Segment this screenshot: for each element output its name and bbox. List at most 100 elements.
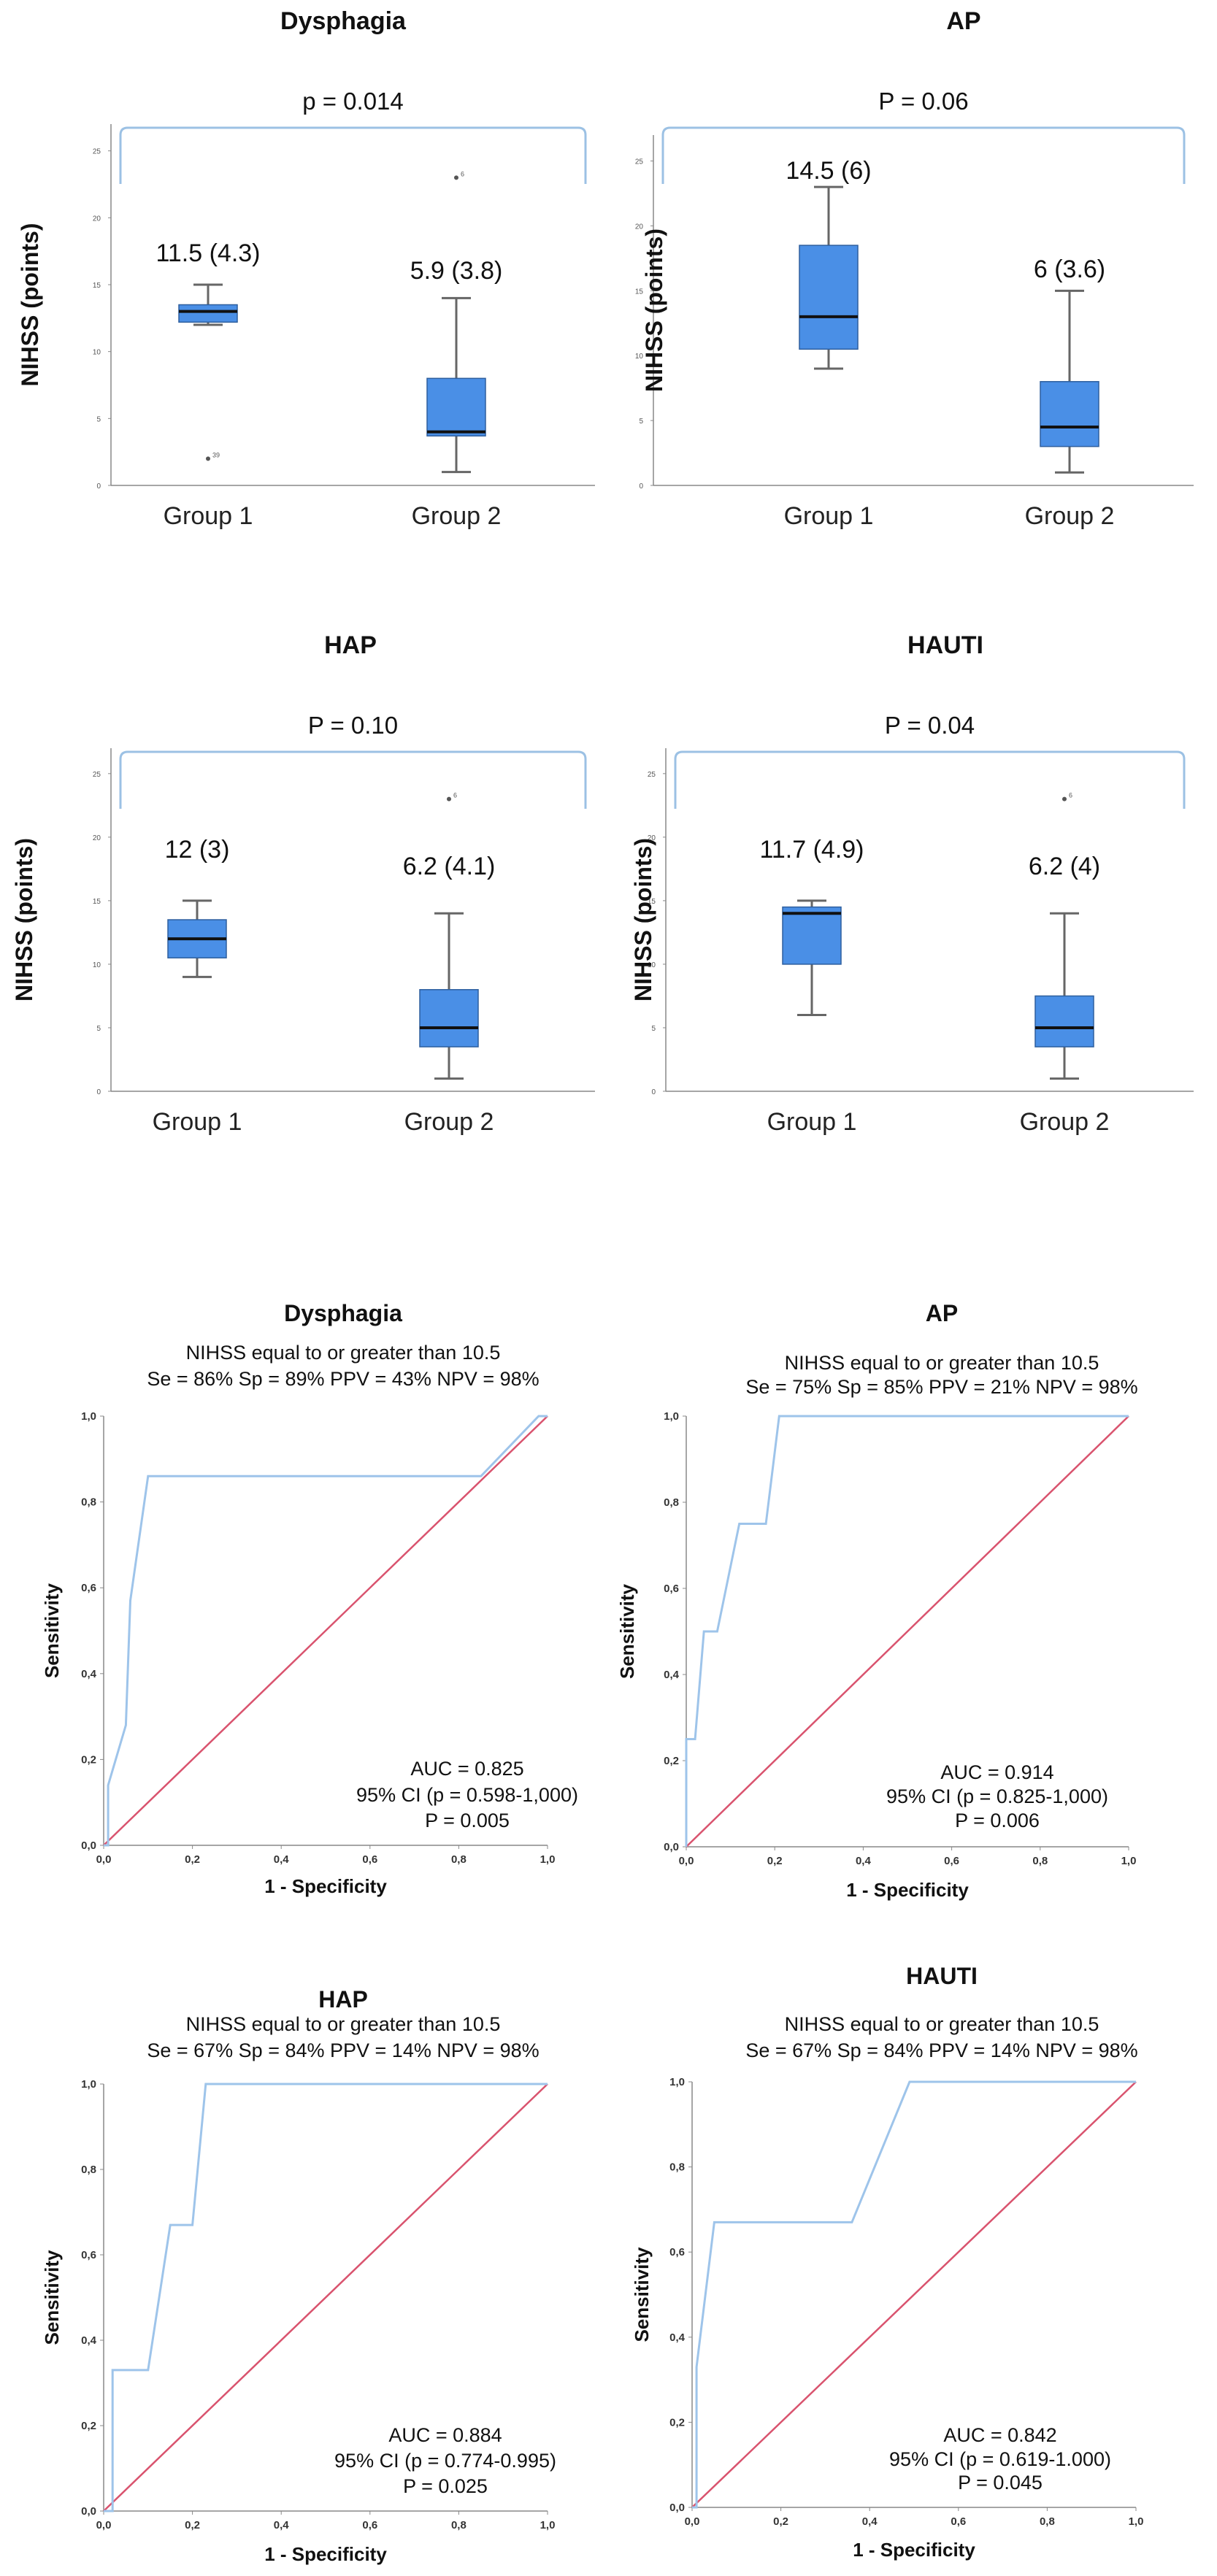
roc-subtitle-metrics: Se = 86% Sp = 89% PPV = 43% NPV = 98% — [147, 1368, 539, 1390]
iqr-box — [426, 377, 486, 437]
y-tick-label: 0,0 — [664, 1841, 679, 1853]
iqr-box — [799, 245, 859, 350]
box-1: 39 11.5 (4.3) Group 1 — [156, 239, 260, 530]
x-tick-label: 0,4 — [862, 2515, 878, 2528]
y-tick-label: 0,2 — [81, 1753, 96, 1766]
x-tick-label: 1,0 — [1129, 2515, 1144, 2528]
iqr-box — [1034, 995, 1094, 1047]
boxplot-panel-2: AP P = 0.06 0 5 10 15 20 25 NIHSS (points) 14.5 (… — [635, 7, 1194, 530]
x-tick-label: 1,0 — [540, 1853, 556, 1866]
x-tick-label: 0,8 — [1032, 1855, 1048, 1867]
y-axis-title: NIHSS (points) — [11, 838, 37, 1001]
box-2: 6 6.2 (4) Group 2 — [1020, 792, 1110, 1136]
roc-subtitle-metrics: Se = 67% Sp = 84% PPV = 14% NPV = 98% — [147, 2039, 539, 2061]
y-tick-label: 0 — [96, 1088, 101, 1096]
y-tick-label: 0,0 — [81, 1839, 96, 1852]
y-tick-label: 15 — [635, 288, 644, 296]
outlier-label: 6 — [1069, 792, 1072, 799]
roc-subtitle-threshold: NIHSS equal to or greater than 10.5 — [186, 2013, 501, 2035]
mean-sd-label: 14.5 (6) — [786, 157, 871, 185]
iqr-box — [178, 304, 238, 323]
x-tick-label: 0,8 — [451, 2519, 467, 2531]
roc-stat-line: AUC = 0.914 — [940, 1761, 1053, 1783]
outlier-label: 39 — [212, 451, 220, 458]
reference-line — [103, 1415, 548, 1846]
reference-line — [686, 1415, 1129, 1848]
box-2: 6 5.9 (3.8) Group 2 — [410, 170, 503, 530]
iqr-box — [782, 906, 842, 965]
roc-curve — [104, 2083, 548, 2512]
y-axis-title: Sensitivity — [631, 2247, 653, 2342]
x-axis-title: 1 - Specificity — [264, 1875, 387, 1897]
roc-stat-line: 95% CI (p = 0.619-1.000) — [889, 2448, 1111, 2470]
boxplot-panel-4: HAUTI P = 0.04 0 5 10 15 20 25 NIHSS (points) 11.… — [630, 631, 1194, 1136]
roc-panel-1: Dysphagia NIHSS equal to or greater than … — [41, 1300, 578, 1897]
roc-subtitle-threshold: NIHSS equal to or greater than 10.5 — [785, 2013, 1099, 2035]
significance-bracket — [119, 750, 587, 809]
roc-subtitle-threshold: NIHSS equal to or greater than 10.5 — [785, 1352, 1099, 1374]
roc-title: Dysphagia — [284, 1300, 402, 1326]
y-tick-label: 0 — [639, 482, 643, 491]
mean-sd-label: 6 (3.6) — [1034, 255, 1105, 283]
y-tick-label: 10 — [93, 961, 101, 969]
y-tick-label: 0 — [96, 482, 101, 491]
x-tick-label: 0,8 — [1040, 2515, 1055, 2528]
boxplot-panel-1: Dysphagia p = 0.014 0 5 10 15 20 25 NIHSS (point… — [17, 7, 595, 530]
reference-line — [103, 2083, 548, 2512]
category-label: Group 1 — [153, 1108, 242, 1136]
roc-title: HAP — [318, 1986, 368, 2012]
mean-sd-label: 12 (3) — [165, 836, 230, 864]
mean-sd-label: 6.2 (4) — [1029, 853, 1100, 880]
chart-title: Dysphagia — [280, 7, 407, 35]
y-tick-label: 25 — [93, 148, 101, 156]
roc-stat-line: AUC = 0.884 — [388, 2424, 502, 2446]
x-tick-label: 0,2 — [185, 2519, 200, 2531]
mean-sd-label: 6.2 (4.1) — [403, 853, 496, 880]
y-tick-label: 15 — [648, 898, 656, 906]
mean-sd-label: 11.5 (4.3) — [156, 239, 260, 267]
category-label: Group 2 — [1020, 1108, 1110, 1136]
x-tick-label: 0,0 — [679, 1855, 694, 1867]
roc-panel-2: AP NIHSS equal to or greater than 10.5Se … — [616, 1300, 1138, 1901]
roc-stat-line: 95% CI (p = 0.774-0.995) — [334, 2450, 556, 2472]
category-label: Group 1 — [784, 502, 874, 530]
outlier-point — [447, 796, 451, 801]
p-value-label: P = 0.10 — [308, 712, 398, 739]
x-axis-title: 1 - Specificity — [264, 2543, 387, 2565]
x-axis-title: 1 - Specificity — [853, 2539, 975, 2561]
y-tick-label: 25 — [635, 158, 644, 166]
roc-stat-line: P = 0.005 — [425, 1810, 510, 1831]
y-tick-label: 0,8 — [664, 1496, 679, 1509]
y-tick-label: 5 — [96, 415, 101, 423]
y-tick-label: 0,4 — [81, 1668, 97, 1680]
x-tick-label: 1,0 — [1121, 1855, 1137, 1867]
y-axis-title: Sensitivity — [41, 2250, 63, 2345]
x-tick-label: 0,8 — [451, 1853, 467, 1866]
chart-title: HAUTI — [907, 631, 983, 659]
y-tick-label: 0,8 — [81, 1496, 96, 1509]
roc-stat-line: AUC = 0.825 — [410, 1758, 523, 1780]
iqr-box — [1040, 381, 1099, 447]
x-tick-label: 0,2 — [773, 2515, 788, 2528]
y-tick-label: 5 — [639, 418, 643, 426]
x-tick-label: 0,2 — [767, 1855, 783, 1867]
box-1: 12 (3) Group 1 — [153, 836, 242, 1136]
y-tick-label: 0,4 — [664, 1669, 680, 1681]
category-label: Group 1 — [164, 502, 253, 530]
y-tick-label: 0,8 — [81, 2164, 96, 2176]
roc-stat-line: AUC = 0.842 — [943, 2424, 1056, 2446]
chart-title: AP — [946, 7, 980, 35]
x-tick-label: 0,0 — [685, 2515, 700, 2528]
outlier-label: 6 — [461, 170, 464, 177]
p-value-label: p = 0.014 — [302, 88, 404, 115]
roc-stat-line: 95% CI (p = 0.598-1,000) — [356, 1784, 578, 1806]
y-tick-label: 20 — [93, 215, 101, 223]
x-tick-label: 0,4 — [856, 1855, 872, 1867]
roc-subtitle-metrics: Se = 67% Sp = 84% PPV = 14% NPV = 98% — [745, 2039, 1137, 2061]
y-tick-label: 0,6 — [81, 2249, 96, 2261]
y-tick-label: 1,0 — [81, 1410, 96, 1423]
outlier-label: 6 — [453, 792, 457, 799]
y-tick-label: 5 — [651, 1025, 656, 1033]
y-tick-label: 1,0 — [669, 2076, 685, 2088]
